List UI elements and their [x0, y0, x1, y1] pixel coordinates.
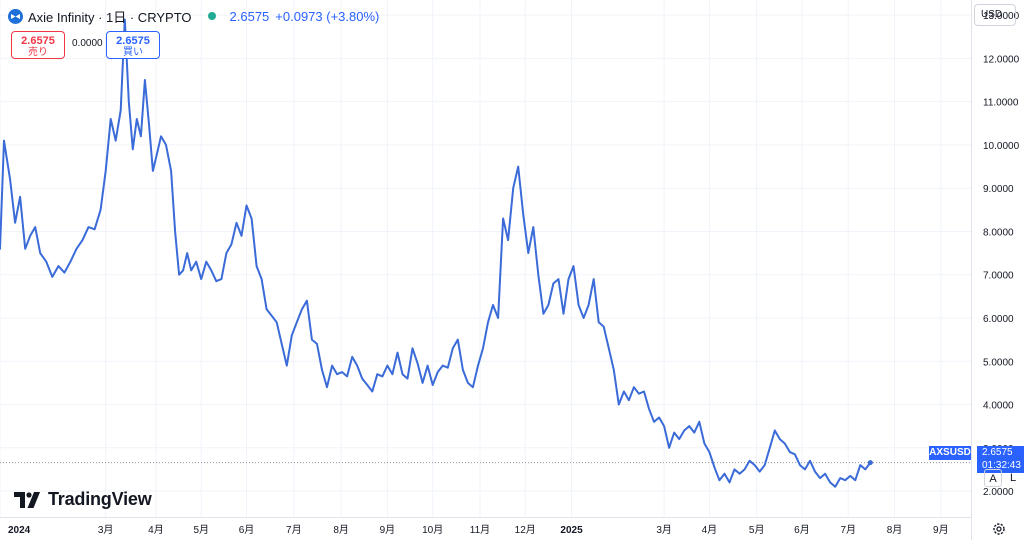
sell-price: 2.6575: [21, 35, 55, 47]
y-axis-tick-labels: 13.0000 12.0000 11.0000 10.0000 9.0000 8.0000…: [983, 11, 1020, 498]
header-last-price: 2.6575: [229, 8, 270, 24]
y-tick-label: 2.0000: [983, 487, 1014, 498]
currency-selector[interactable]: USD: [974, 4, 1016, 26]
x-tick-label: 7月: [286, 524, 302, 536]
x-tick-label: 2024: [8, 525, 31, 536]
symbol-title[interactable]: Axie Infinity · 1日 · CRYPTO: [28, 9, 192, 25]
y-tick-label: 12.0000: [983, 54, 1020, 65]
x-tick-label: 3月: [98, 524, 114, 536]
chart-grid: [0, 0, 971, 517]
spread-value: 0.0000: [72, 38, 103, 49]
bar-countdown-timer: 01:32:43: [982, 460, 1021, 471]
last-price-point: [867, 460, 873, 466]
chart-settings-gear-icon[interactable]: [992, 522, 1006, 536]
x-tick-label: 3月: [656, 524, 672, 536]
x-tick-label: 8月: [887, 524, 903, 536]
tradingview-logo-icon: [14, 491, 40, 508]
x-tick-label: 9月: [380, 524, 396, 536]
buy-label: 買い: [123, 47, 143, 58]
x-axis-tick-labels: 2024 3月 4月 5月 6月 7月 8月 9月 10月 11月 12月 2025 3月 4月 5月 6月 7…: [8, 524, 949, 536]
sell-button[interactable]: 2.6575 売り: [11, 31, 65, 59]
y-tick-label: 9.0000: [983, 184, 1014, 195]
y-tick-label: 6.0000: [983, 314, 1014, 325]
x-tick-label: 4月: [702, 524, 718, 536]
last-price-axis-label: 2.6575 01:32:43: [977, 446, 1024, 473]
y-tick-label: 7.0000: [983, 271, 1014, 282]
buy-price: 2.6575: [116, 35, 150, 47]
y-tick-label: 5.0000: [983, 357, 1014, 368]
y-tick-label: 10.0000: [983, 141, 1020, 152]
chart-header: Axie Infinity · 1日 · CRYPTO 2.6575 +0.09…: [8, 6, 379, 26]
symbol-marker-label: AXSUSD: [929, 446, 971, 460]
x-tick-label: 11月: [470, 524, 490, 536]
log-scale-button[interactable]: L: [1009, 472, 1017, 484]
x-tick-label: 9月: [933, 524, 949, 536]
x-tick-label: 6月: [239, 524, 255, 536]
x-tick-label: 7月: [840, 524, 856, 536]
x-tick-label: 2025: [560, 525, 583, 536]
y-tick-label: 11.0000: [983, 98, 1019, 109]
y-tick-label: 13.0000: [983, 11, 1020, 22]
x-tick-label: 8月: [333, 524, 349, 536]
x-tick-label: 10月: [422, 524, 443, 536]
tradingview-logo-text: TradingView: [48, 489, 152, 509]
sell-label: 売り: [28, 47, 48, 58]
x-tick-label: 5月: [749, 524, 765, 536]
last-price-value: 2.6575: [982, 447, 1013, 458]
market-status-dot-icon: [207, 12, 216, 20]
auto-scale-button[interactable]: A: [984, 469, 1002, 487]
axs-price-series-line: [0, 18, 872, 488]
buy-button[interactable]: 2.6575 買い: [106, 31, 160, 59]
x-tick-label: 12月: [515, 524, 536, 536]
y-tick-label: 8.0000: [983, 227, 1014, 238]
header-price-change: +0.0973 (+3.80%): [275, 8, 380, 24]
x-tick-label: 6月: [794, 524, 810, 536]
y-tick-label: 4.0000: [983, 401, 1014, 412]
axie-infinity-logo-icon: [8, 8, 23, 24]
tradingview-logo[interactable]: TradingView: [14, 489, 152, 510]
x-tick-label: 5月: [193, 524, 209, 536]
x-tick-label: 4月: [148, 524, 164, 536]
